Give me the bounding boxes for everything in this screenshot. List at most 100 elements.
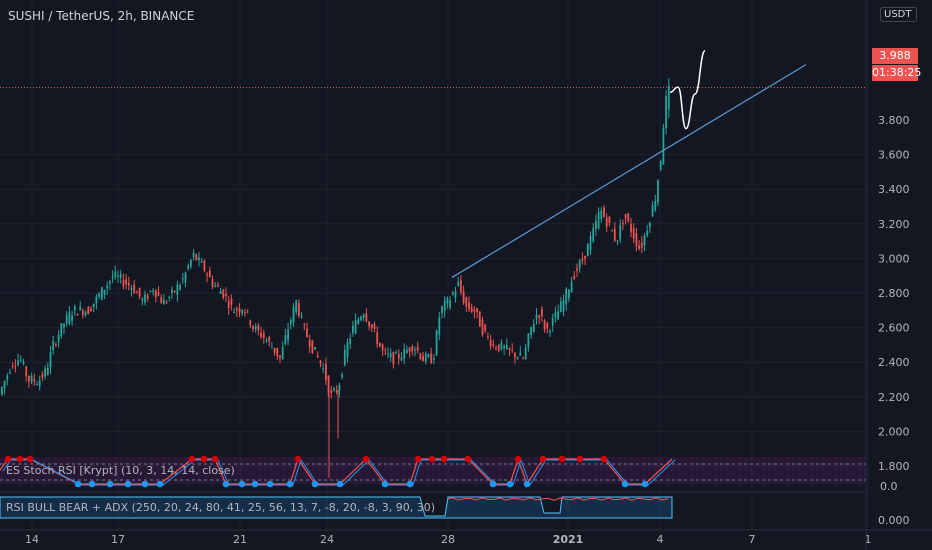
candle xyxy=(33,373,36,387)
candle-body xyxy=(138,287,141,297)
candle xyxy=(122,273,125,290)
candle xyxy=(422,351,424,362)
candle xyxy=(565,287,568,311)
candle xyxy=(397,349,400,365)
candle xyxy=(373,321,376,333)
candle-body xyxy=(111,276,114,279)
candle xyxy=(244,308,246,317)
candle-body xyxy=(279,355,281,358)
candle xyxy=(206,271,208,283)
candle xyxy=(624,213,627,225)
candle-body xyxy=(63,323,65,328)
candle xyxy=(109,280,111,290)
candle xyxy=(100,286,103,301)
candle-body xyxy=(403,348,406,359)
candle xyxy=(130,284,133,297)
candle-body xyxy=(481,319,484,335)
candle-body xyxy=(646,231,649,236)
candle xyxy=(511,343,514,353)
stoch-rsi-label[interactable]: ES Stoch RSI [Krypt] (10, 3, 14, 14, clo… xyxy=(6,464,235,477)
candle-body xyxy=(611,230,613,232)
stoch-oversold-dot xyxy=(489,480,497,488)
candle xyxy=(98,291,100,300)
candle-body xyxy=(462,291,465,304)
candle xyxy=(157,286,160,297)
candle-body xyxy=(52,340,55,351)
candle-body xyxy=(654,200,657,211)
candle xyxy=(125,274,127,290)
candle-body xyxy=(273,347,276,353)
candle-body xyxy=(505,344,508,350)
candle-body xyxy=(287,329,289,341)
candle-body xyxy=(422,355,424,362)
candle xyxy=(481,316,484,337)
candle xyxy=(306,322,308,338)
candle xyxy=(651,201,654,217)
candle-body xyxy=(222,289,225,298)
candle-body xyxy=(557,311,559,320)
candle xyxy=(149,290,152,293)
candle xyxy=(441,305,443,319)
candle-body xyxy=(109,281,111,284)
candle-body xyxy=(87,307,90,315)
candle-body xyxy=(527,333,530,348)
price-tick-label: 3.000 xyxy=(878,252,910,265)
candle xyxy=(522,356,524,360)
price-tick-label: 2.000 xyxy=(878,425,910,438)
candle-body xyxy=(73,306,76,311)
stoch-overbought-dot xyxy=(440,455,448,463)
candle xyxy=(376,326,379,348)
candle xyxy=(497,344,500,353)
candle xyxy=(546,321,549,334)
time-tick-label: 1 xyxy=(865,533,872,546)
candle xyxy=(217,281,219,288)
candle-body xyxy=(546,322,549,329)
candle-body xyxy=(257,325,260,331)
candle xyxy=(192,249,195,261)
candle-body xyxy=(624,214,627,219)
stoch-oversold-dot xyxy=(238,480,246,488)
candle xyxy=(414,346,416,357)
symbol-title[interactable]: SUSHI / TetherUS, 2h, BINANCE xyxy=(8,9,195,23)
candle-body xyxy=(17,360,19,366)
stoch-oversold-dot xyxy=(106,480,114,488)
candle-body xyxy=(343,349,346,366)
candle-body xyxy=(98,293,100,297)
rsi-bull-bear-label[interactable]: RSI BULL BEAR + ADX (250, 20, 24, 80, 41… xyxy=(6,501,436,514)
candle-body xyxy=(79,306,82,310)
candle xyxy=(117,270,119,284)
candle-body xyxy=(665,96,667,128)
candle-body xyxy=(368,321,370,327)
candle xyxy=(508,347,511,356)
candle xyxy=(608,216,611,227)
currency-selector[interactable]: USDT xyxy=(880,7,918,22)
candle xyxy=(28,375,30,388)
candle xyxy=(330,385,333,399)
currency-label: USDT xyxy=(884,9,912,20)
candle-body xyxy=(516,357,519,359)
candle-body xyxy=(562,300,565,312)
candle xyxy=(597,207,600,230)
candle-body xyxy=(635,233,638,246)
stoch-overbought-dot xyxy=(294,455,302,463)
stoch-overbought-dot xyxy=(26,455,34,463)
candle xyxy=(530,326,532,340)
candle xyxy=(252,325,254,332)
candle-body xyxy=(341,374,343,378)
candle xyxy=(551,313,554,333)
candle-body xyxy=(298,302,300,317)
candle-body xyxy=(103,289,106,295)
stoch-overbought-dot xyxy=(428,455,436,463)
candle xyxy=(198,252,200,267)
candle xyxy=(38,375,41,391)
candle xyxy=(554,306,557,323)
candle-body xyxy=(433,358,435,360)
candle xyxy=(127,276,130,291)
candle-body xyxy=(311,339,314,353)
candle-body xyxy=(92,303,95,307)
candle-body xyxy=(395,351,397,354)
candle-body xyxy=(211,278,214,287)
candle-body xyxy=(252,325,254,330)
candle xyxy=(473,306,476,319)
